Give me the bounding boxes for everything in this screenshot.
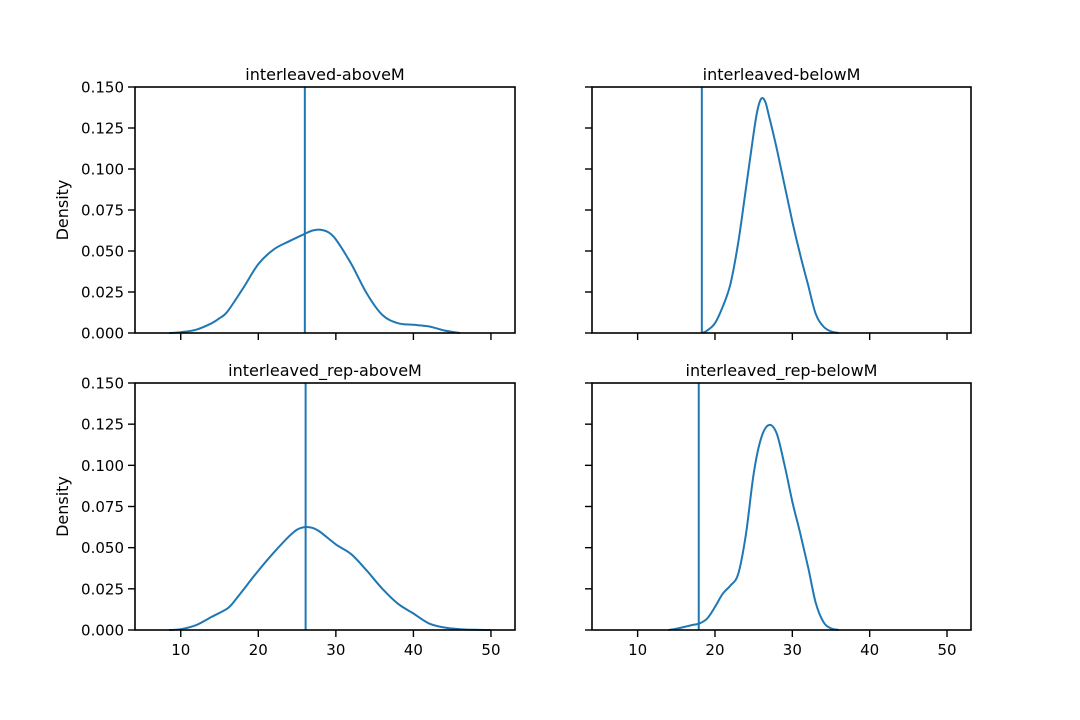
density-curve (169, 228, 461, 334)
axes-frame (591, 86, 972, 334)
density-curve (668, 423, 839, 631)
y-tick-label: 0.025 (81, 580, 124, 598)
subplot-title: interleaved-aboveM (245, 65, 404, 84)
y-tick-label: 0.125 (81, 120, 124, 138)
subplot-title: interleaved-belowM (703, 65, 861, 84)
y-tick-label: 0.100 (81, 457, 124, 475)
axes-frame (134, 86, 516, 334)
axes-frame (591, 382, 972, 631)
axes-frame (134, 382, 516, 631)
x-tick-label: 30 (326, 641, 345, 659)
density-curve (169, 525, 492, 631)
x-tick-label: 30 (783, 641, 802, 659)
y-tick-label: 0.150 (81, 79, 124, 97)
x-tick-label: 20 (249, 641, 268, 659)
panel-top-right: interleaved-belowM (585, 65, 972, 340)
y-tick-label: 0.150 (81, 375, 124, 393)
y-axis-label: Density (53, 476, 72, 537)
subplot-title: interleaved_rep-aboveM (228, 361, 422, 381)
x-tick-label: 40 (860, 641, 879, 659)
x-tick-label: 10 (171, 641, 190, 659)
y-tick-label: 0.050 (81, 539, 124, 557)
y-tick-label: 0.100 (81, 161, 124, 179)
density-curve (701, 97, 839, 334)
panel-top-left: 0.000 0.025 0.050 0.075 0.100 0.125 0.150 inter… (53, 65, 516, 343)
y-tick-label: 0.000 (81, 622, 124, 640)
x-tick-label: 50 (937, 641, 956, 659)
x-tick-label: 20 (705, 641, 724, 659)
y-tick-label: 0.075 (81, 498, 124, 516)
x-tick-label: 10 (628, 641, 647, 659)
y-tick-label: 0.050 (81, 243, 124, 261)
panel-bottom-left: 10 20 30 40 50 0.000 0.025 0.050 0.075 0.100 0.125… (53, 361, 516, 659)
y-tick-label: 0.000 (81, 325, 124, 343)
y-tick-label: 0.125 (81, 416, 124, 434)
x-tick-label: 40 (404, 641, 423, 659)
subplot-title: interleaved_rep-belowM (686, 361, 878, 381)
panel-bottom-right: 10 20 30 40 50 interleaved_rep-belowM (585, 361, 972, 659)
x-tick-label: 50 (481, 641, 500, 659)
y-axis-label: Density (53, 180, 72, 241)
y-tick-label: 0.025 (81, 284, 124, 302)
y-tick-label: 0.075 (81, 202, 124, 220)
